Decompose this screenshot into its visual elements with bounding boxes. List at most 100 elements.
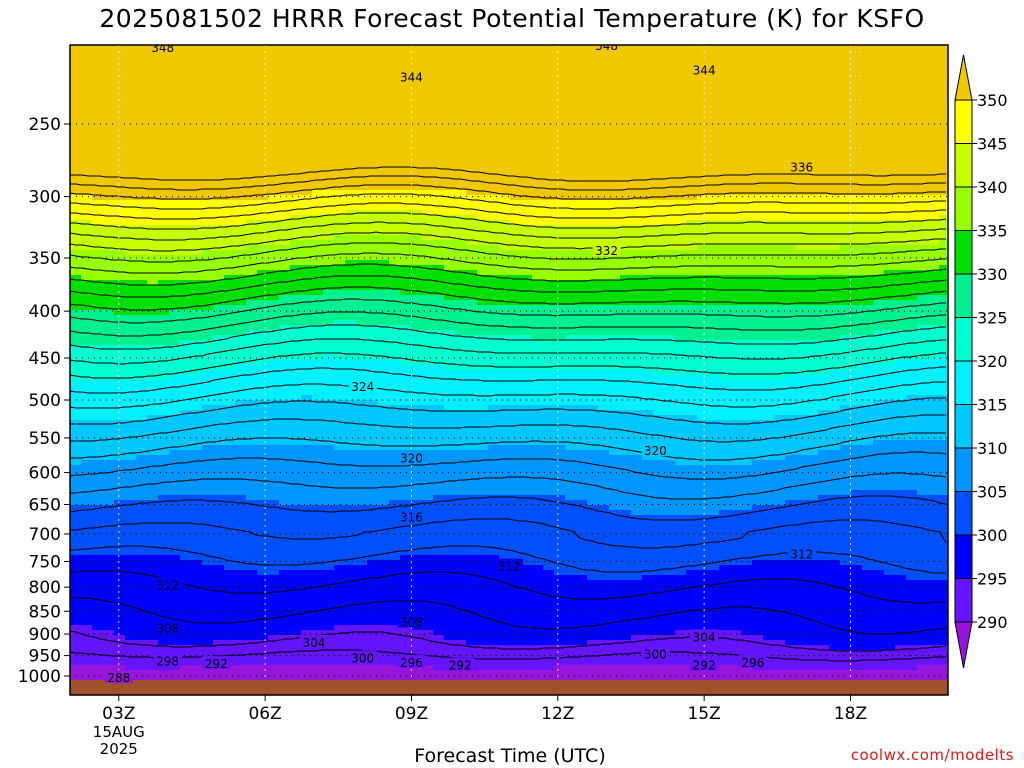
band-cell	[279, 115, 291, 121]
band-cell	[433, 575, 445, 581]
band-cell	[92, 460, 104, 466]
band-cell	[158, 405, 170, 411]
band-cell	[202, 610, 214, 616]
band-cell	[268, 535, 280, 541]
band-cell	[301, 385, 313, 391]
band-cell	[169, 675, 181, 681]
band-cell	[235, 355, 247, 361]
band-cell	[136, 220, 148, 226]
band-cell	[279, 295, 291, 301]
band-cell	[147, 55, 159, 61]
band-cell	[268, 65, 280, 71]
band-cell	[444, 310, 456, 316]
band-cell	[114, 195, 126, 201]
band-cell	[356, 90, 368, 96]
band-cell	[246, 240, 258, 246]
band-cell	[455, 250, 467, 256]
band-cell	[180, 610, 192, 616]
band-cell	[411, 225, 423, 231]
band-cell	[246, 170, 258, 176]
band-cell	[246, 360, 258, 366]
band-cell	[433, 615, 445, 621]
band-cell	[389, 80, 401, 86]
band-cell	[202, 585, 214, 591]
band-cell	[246, 315, 258, 321]
band-cell	[136, 365, 148, 371]
band-cell	[367, 215, 379, 221]
band-cell	[268, 605, 280, 611]
band-cell	[389, 475, 401, 481]
band-cell	[378, 180, 390, 186]
band-cell	[433, 205, 445, 211]
band-cell	[389, 655, 401, 661]
band-cell	[136, 235, 148, 241]
band-cell	[422, 210, 434, 216]
band-cell	[268, 290, 280, 296]
band-cell	[158, 85, 170, 91]
band-cell	[323, 110, 335, 116]
band-cell	[477, 550, 489, 556]
band-cell	[455, 290, 467, 296]
band-cell	[356, 550, 368, 556]
band-cell	[444, 465, 456, 471]
band-cell	[312, 440, 324, 446]
band-cell	[378, 155, 390, 161]
band-cell	[367, 450, 379, 456]
band-cell	[466, 200, 478, 206]
band-cell	[301, 115, 313, 121]
band-cell	[334, 295, 346, 301]
band-cell	[169, 75, 181, 81]
band-cell	[334, 410, 346, 416]
band-cell	[301, 50, 313, 56]
band-cell	[378, 495, 390, 501]
band-cell	[180, 150, 192, 156]
band-cell	[422, 230, 434, 236]
band-cell	[202, 200, 214, 206]
band-cell	[477, 370, 489, 376]
band-cell	[433, 275, 445, 281]
band-cell	[103, 425, 115, 431]
band-cell	[70, 495, 82, 501]
band-cell	[345, 250, 357, 256]
band-cell	[213, 585, 225, 591]
band-cell	[477, 160, 489, 166]
band-cell	[334, 305, 346, 311]
band-cell	[345, 340, 357, 346]
band-cell	[158, 370, 170, 376]
band-cell	[356, 100, 368, 106]
band-cell	[70, 560, 82, 566]
band-cell	[312, 405, 324, 411]
band-cell	[433, 390, 445, 396]
band-cell	[191, 460, 203, 466]
band-cell	[103, 635, 115, 641]
band-cell	[81, 615, 93, 621]
band-cell	[334, 435, 346, 441]
band-cell	[180, 205, 192, 211]
band-cell	[444, 325, 456, 331]
band-cell	[433, 455, 445, 461]
band-cell	[114, 575, 126, 581]
band-cell	[301, 660, 313, 666]
band-cell	[279, 530, 291, 536]
band-cell	[235, 205, 247, 211]
band-cell	[235, 45, 247, 51]
band-cell	[202, 605, 214, 611]
band-cell	[81, 105, 93, 111]
band-cell	[345, 550, 357, 556]
band-cell	[378, 635, 390, 641]
band-cell	[356, 640, 368, 646]
band-cell	[290, 310, 302, 316]
band-cell	[213, 410, 225, 416]
band-cell	[169, 380, 181, 386]
band-cell	[81, 85, 93, 91]
band-cell	[477, 320, 489, 326]
band-cell	[147, 560, 159, 566]
band-cell	[213, 510, 225, 516]
band-cell	[455, 525, 467, 531]
band-cell	[92, 440, 104, 446]
band-cell	[158, 665, 170, 671]
band-cell	[279, 610, 291, 616]
band-cell	[279, 590, 291, 596]
band-cell	[433, 160, 445, 166]
band-cell	[334, 240, 346, 246]
